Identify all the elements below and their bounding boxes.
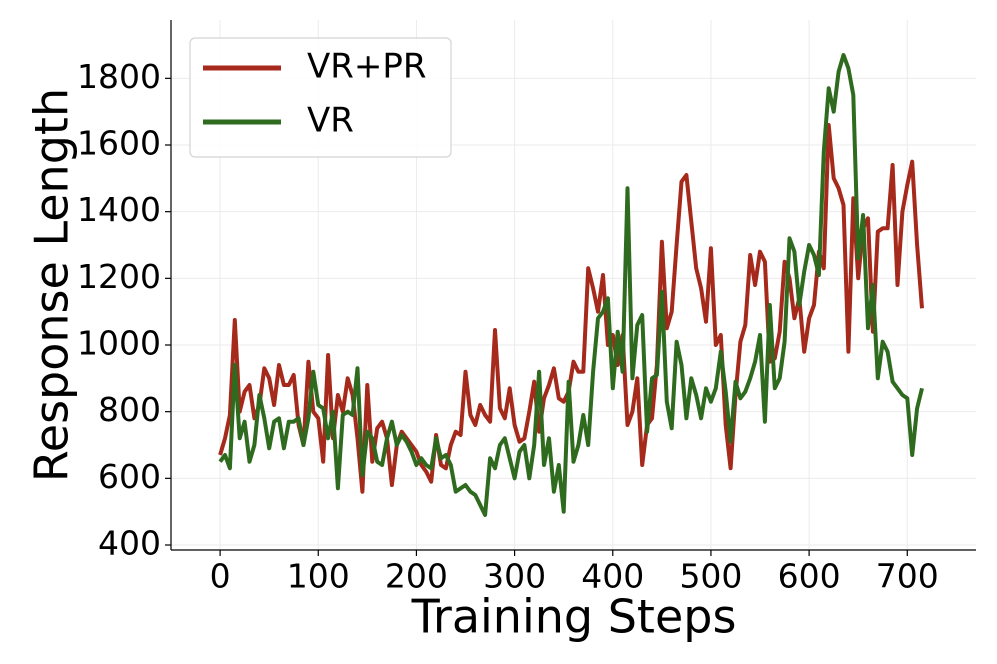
series-line xyxy=(218,123,924,494)
x-tick-label: 200 xyxy=(385,557,448,596)
x-tick-label: 300 xyxy=(483,557,546,596)
x-tick-label: 100 xyxy=(287,557,350,596)
y-tick-label: 1400 xyxy=(77,190,161,229)
legend-label: VR+PR xyxy=(307,47,427,87)
x-tick-label: 500 xyxy=(679,557,742,596)
y-axis-label: Response Length xyxy=(25,88,79,482)
y-tick-label: 400 xyxy=(98,524,161,563)
x-tick-label: 600 xyxy=(778,557,841,596)
legend-label: VR xyxy=(307,101,354,141)
y-tick-label: 1200 xyxy=(77,257,161,296)
y-tick-label: 800 xyxy=(98,390,161,429)
x-tick-label: 400 xyxy=(581,557,644,596)
x-tick-label: 700 xyxy=(876,557,939,596)
y-tick-label: 1800 xyxy=(77,57,161,96)
x-axis-label: Training Steps xyxy=(411,590,737,644)
y-tick-label: 1600 xyxy=(77,124,161,163)
y-tick-label: 1000 xyxy=(77,324,161,363)
x-tick-label: 0 xyxy=(210,557,231,596)
series-line xyxy=(218,53,924,517)
legend: VR+PR VR xyxy=(189,37,452,158)
y-tick-label: 600 xyxy=(98,457,161,496)
